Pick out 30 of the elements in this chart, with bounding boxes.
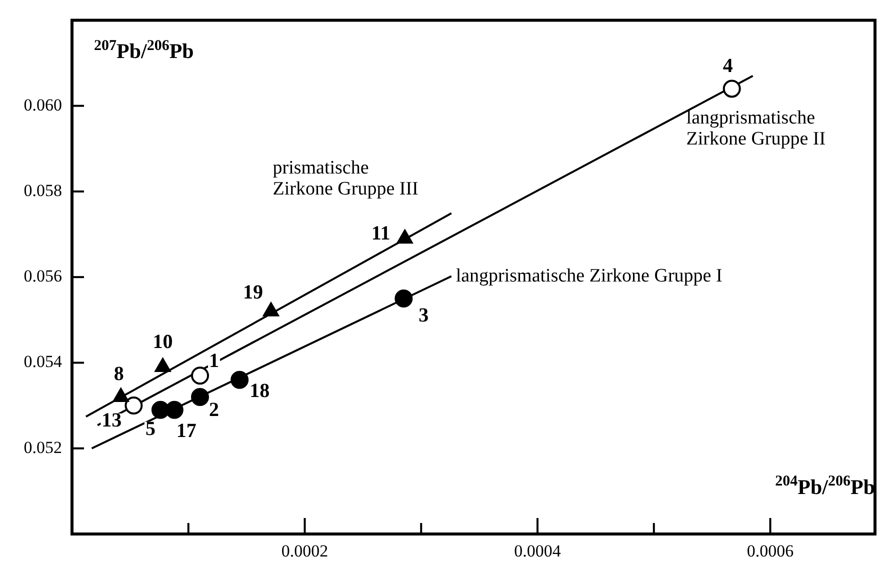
annotation: langprismatische Zirkone Gruppe I <box>456 265 722 286</box>
annotation: 13 <box>102 410 122 432</box>
annotation: 11 <box>371 222 390 245</box>
annotation: 10 <box>152 331 173 354</box>
annotation: prismatische Zirkone Gruppe III <box>272 157 418 200</box>
x-tick-label: 0.0006 <box>746 542 794 561</box>
point <box>191 366 210 385</box>
annotation: 2 <box>209 399 220 422</box>
x-tick-label: 0.0002 <box>281 542 328 561</box>
point <box>165 400 184 419</box>
annotation: 17 <box>176 420 196 442</box>
x-tick-label: 0.0004 <box>514 542 562 561</box>
y-tick-label: 0.058 <box>24 180 62 200</box>
y-tick-label: 0.052 <box>24 438 62 457</box>
point <box>124 396 143 415</box>
annotation: 1 <box>209 350 220 372</box>
annotation: 8 <box>114 363 124 386</box>
y-tick-label: 0.060 <box>24 95 62 114</box>
annotation: 19 <box>243 282 264 304</box>
annotation: 5 <box>145 418 156 440</box>
annotation: 4 <box>722 54 733 77</box>
point <box>230 370 249 389</box>
annotation: langprismatische Zirkone Gruppe II <box>686 108 826 150</box>
y-tick-label: 0.054 <box>24 352 62 372</box>
annotation: 3 <box>418 304 429 327</box>
point <box>722 80 741 98</box>
point <box>394 290 413 308</box>
y-tick-label: 0.056 <box>24 266 62 286</box>
point <box>191 388 210 406</box>
annotation: 18 <box>250 380 270 402</box>
